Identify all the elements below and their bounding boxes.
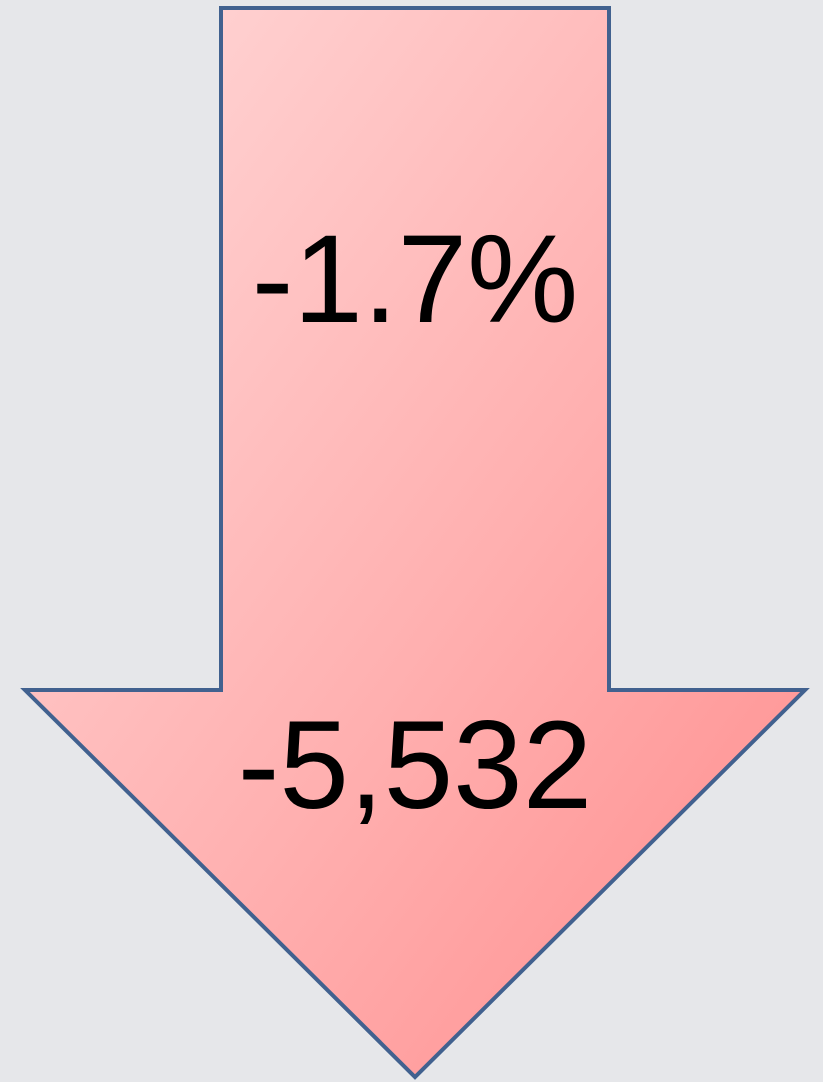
value-change: -5,532 [238, 696, 592, 835]
percent-change: -1.7% [252, 210, 579, 349]
down-arrow [20, 6, 810, 1080]
